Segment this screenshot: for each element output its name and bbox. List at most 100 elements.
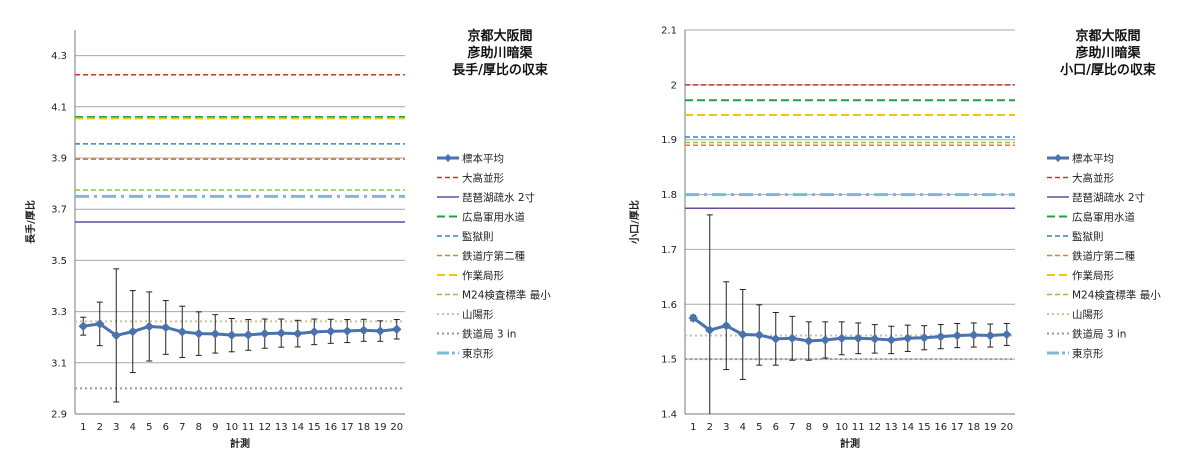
x-tick-label: 3 [723,422,729,433]
data-point [161,322,171,333]
chart-title-line: 彦助川暗渠 [1075,45,1141,61]
y-axis-label: 小口/厚比 [628,200,641,245]
data-point [111,330,121,341]
legend-label: 監獄則 [1072,230,1104,243]
data-point [243,330,253,340]
x-tick-label: 6 [773,422,779,433]
data-point [392,324,402,334]
x-tick-label: 18 [967,422,980,433]
data-point [985,330,995,341]
x-tick-label: 10 [225,422,238,433]
y-tick-label: 1.4 [661,410,677,421]
legend-label: 大高並形 [462,172,504,185]
x-tick-label: 2 [707,422,713,433]
data-point [969,330,979,340]
data-point [952,330,962,341]
legend-label: 琵琶湖疏水 2寸 [462,191,535,204]
y-tick-label: 1.9 [661,135,677,146]
legend-label: 広島軍用水道 [1072,211,1135,224]
x-tick-label: 14 [901,422,914,433]
x-tick-label: 2 [97,422,103,433]
x-tick-label: 19 [374,422,387,433]
chart-title-line: 彦助川暗渠 [467,45,533,61]
y-tick-label: 4.1 [51,102,67,113]
data-point [903,333,913,344]
x-tick-label: 18 [357,422,370,433]
data-point [787,333,797,344]
x-tick-label: 8 [806,422,812,433]
data-point [870,334,880,344]
legend-label: 作業局形 [462,269,504,282]
chart-title-line: 京都大阪間 [1075,28,1140,44]
x-tick-label: 16 [324,422,337,433]
x-tick-label: 9 [822,422,828,433]
x-tick-label: 12 [868,422,881,433]
data-point [276,328,286,338]
data-point [688,313,698,323]
data-point [309,327,319,337]
x-tick-label: 9 [212,422,218,433]
x-tick-label: 7 [179,422,185,433]
x-tick-label: 4 [130,422,136,433]
data-point [326,326,336,337]
chart-title-line: 長手/厚比の収束 [452,62,549,78]
chart-svg-long-ratio: 2.93.13.33.53.73.94.14.31 2 3 4 5 6 7 8 9 10 11 12 1… [24,28,551,450]
legend-label: 山陽形 [462,309,494,321]
y-tick-label: 1.7 [661,245,677,256]
x-axis-label: 計測 [230,437,250,450]
legend-label: 大高並形 [1072,172,1114,185]
legend-label: M24検査標準 最小 [462,289,551,302]
data-point [886,335,896,345]
data-point [705,325,715,335]
legend-label: 標本平均 [462,152,504,165]
y-tick-label: 3.1 [51,358,67,369]
legend-label: 鉄道局 3 in [462,328,516,341]
legend-label: 琵琶湖疏水 2寸 [1072,191,1145,204]
data-point [1002,329,1012,340]
x-tick-label: 11 [852,422,865,433]
x-tick-label: 8 [196,422,202,433]
data-point [95,319,105,329]
y-tick-label: 1.8 [661,190,677,201]
x-tick-label: 1 [80,422,86,433]
x-tick-label: 17 [951,422,964,433]
data-point [853,333,863,344]
x-tick-label: 20 [390,422,403,433]
x-tick-label: 1 [690,422,696,433]
legend-label: 東京形 [1072,347,1104,360]
legend-label: 標本平均 [1072,152,1114,165]
x-tick-label: 7 [789,422,795,433]
y-tick-label: 3.5 [51,256,67,267]
x-tick-label: 5 [146,422,152,433]
legend-marker [1054,154,1062,162]
y-tick-label: 3.3 [51,307,67,318]
data-point [210,329,220,339]
x-tick-label: 11 [242,422,255,433]
x-axis-label: 計測 [840,437,860,450]
data-point [359,325,369,335]
x-tick-label: 10 [835,422,848,433]
data-point [771,334,781,344]
data-point [936,331,946,342]
x-tick-label: 13 [275,422,288,433]
data-point [721,320,731,331]
legend-marker [444,154,452,162]
legend-label: 鉄道局 3 in [1072,328,1126,341]
data-point [128,326,138,337]
x-tick-label: 3 [113,422,119,433]
y-tick-label: 2.9 [51,410,67,421]
y-tick-label: 1.6 [661,300,677,311]
y-tick-label: 2.1 [661,26,677,37]
y-tick-label: 4.3 [51,51,67,62]
data-point [194,328,204,339]
data-point [820,335,830,345]
y-tick-label: 3.7 [51,205,67,216]
legend-label: 山陽形 [1072,309,1104,321]
x-tick-label: 20 [1000,422,1013,433]
data-point [260,328,270,339]
x-tick-label: 6 [163,422,169,433]
y-axis-label: 長手/厚比 [24,200,37,244]
x-tick-label: 14 [291,422,304,433]
x-tick-label: 15 [308,422,321,433]
data-point [227,330,237,340]
